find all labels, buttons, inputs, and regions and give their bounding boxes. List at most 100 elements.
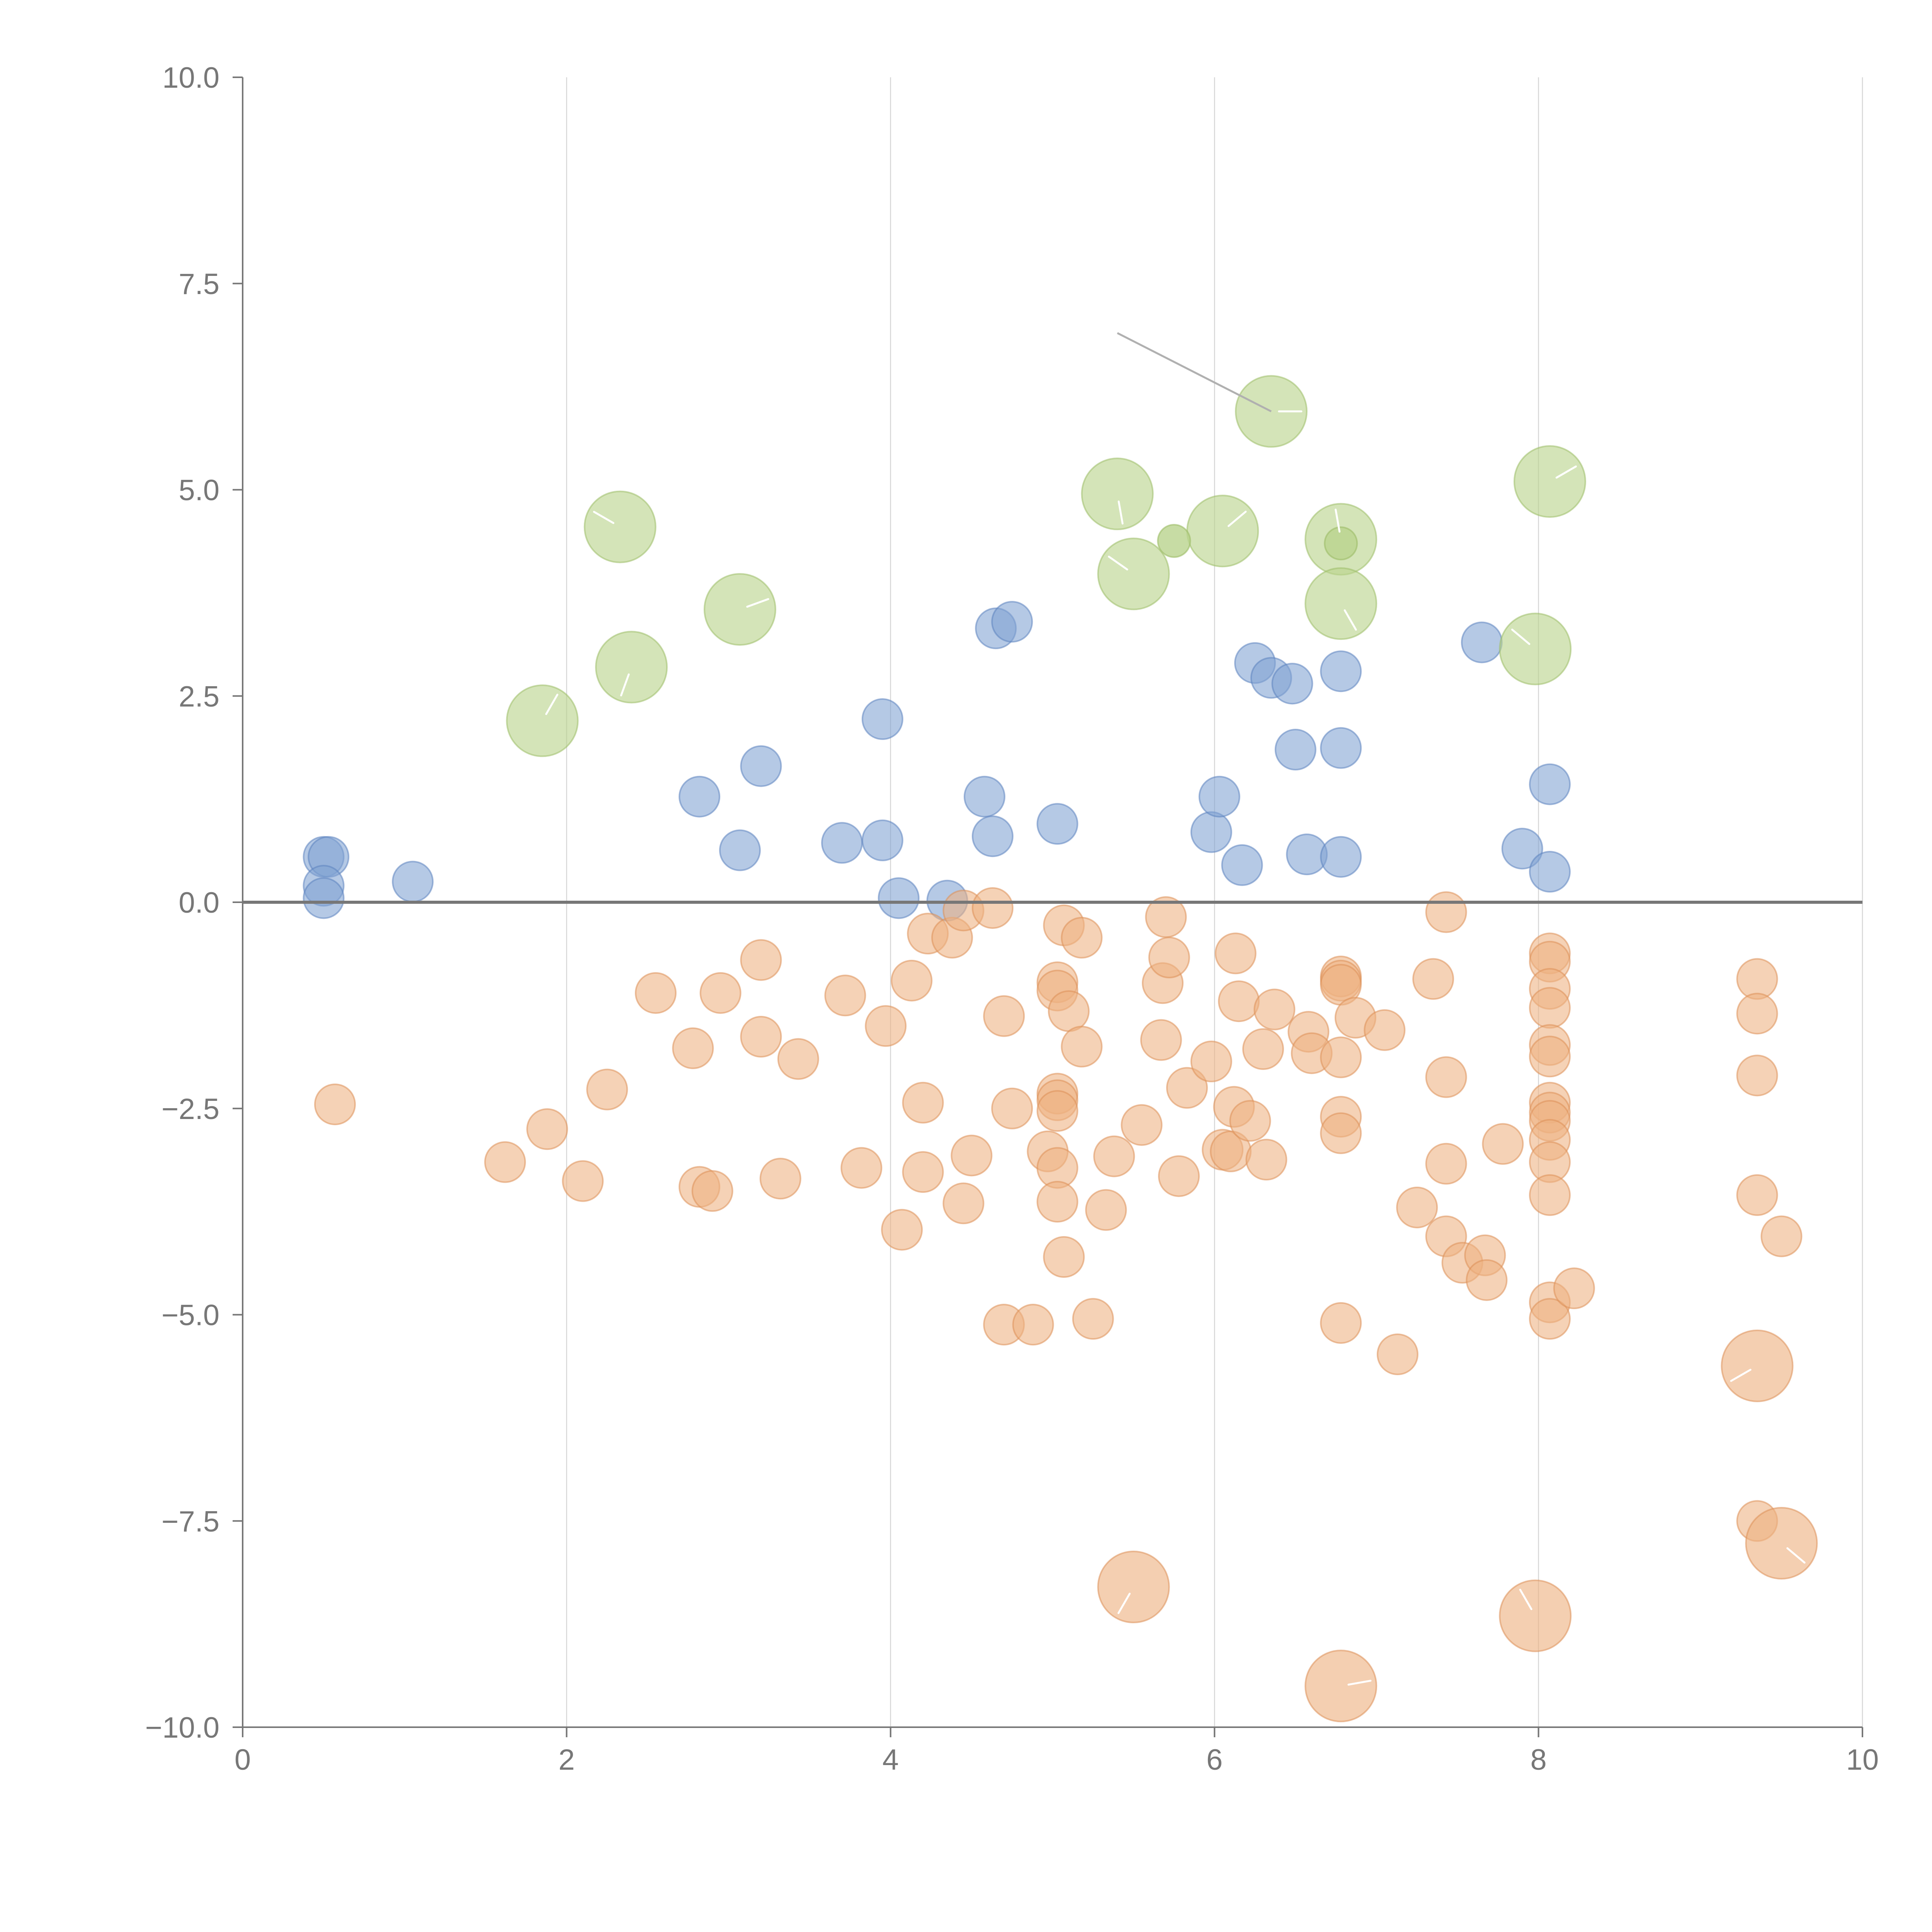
point-highlight-small-1: [1324, 526, 1358, 561]
annotation-line: [1117, 332, 1272, 412]
point-highlight-1: [583, 490, 656, 563]
leader-highlight-9: [1344, 609, 1357, 631]
point-highlight-0: [506, 684, 579, 757]
x-tick-label-4: 8: [1530, 1743, 1546, 1776]
y-tick-label-5: −2.5: [162, 1093, 219, 1126]
x-tick-label-2: 4: [883, 1743, 899, 1776]
point-positive-9: [861, 819, 903, 861]
point-negative-51: [1148, 937, 1190, 979]
point-negative-58: [1214, 932, 1257, 975]
point-positive-29: [1461, 621, 1503, 663]
point-negative-84: [1466, 1259, 1508, 1301]
point-negative-extreme-1: [1304, 1650, 1378, 1723]
leader-highlight-0: [545, 694, 559, 715]
point-negative-42: [1061, 917, 1103, 959]
point-negative-106: [1760, 1215, 1803, 1257]
leader-negative-extreme-4: [1786, 1547, 1806, 1564]
leader-negative-extreme-1: [1347, 1680, 1372, 1686]
point-positive-28: [1320, 836, 1362, 878]
point-negative-15: [840, 1147, 883, 1189]
point-negative-61: [1242, 1028, 1284, 1070]
point-highlight-4: [1081, 457, 1154, 531]
point-negative-extreme-0: [1097, 1551, 1170, 1624]
point-negative-47: [1121, 1104, 1163, 1146]
point-positive-32: [1529, 851, 1571, 893]
point-positive-27: [1320, 727, 1362, 769]
point-highlight-small-0: [1157, 524, 1191, 558]
point-negative-0: [314, 1083, 356, 1126]
y-tick-label-4: 0.0: [179, 886, 219, 919]
point-negative-16: [865, 1005, 907, 1047]
leader-highlight-6: [1227, 510, 1247, 527]
leader-negative-extreme-0: [1117, 1592, 1131, 1614]
y-tick-label-6: −5.0: [162, 1299, 219, 1332]
y-tick-label-8: −10.0: [145, 1711, 219, 1744]
point-negative-76: [1396, 1186, 1438, 1228]
point-negative-36: [1036, 1090, 1078, 1132]
leader-negative-extreme-3: [1730, 1369, 1752, 1382]
point-negative-38: [1036, 1181, 1078, 1223]
point-negative-97: [1529, 1174, 1571, 1216]
point-positive-8: [821, 822, 863, 864]
leader-highlight-1: [593, 511, 614, 524]
point-positive-6: [740, 745, 782, 787]
point-negative-74: [1364, 1009, 1406, 1051]
point-negative-extreme-3: [1721, 1329, 1794, 1402]
point-highlight-5: [1097, 537, 1170, 611]
point-positive-31: [1529, 763, 1571, 805]
data-points: [303, 375, 1818, 1723]
point-negative-104: [1736, 1174, 1778, 1216]
point-positive-19: [1198, 776, 1240, 818]
point-negative-20: [902, 1082, 944, 1124]
point-highlight-10: [1499, 612, 1572, 685]
point-negative-72: [1320, 1302, 1362, 1344]
point-positive-7: [719, 829, 761, 871]
point-negative-44: [1072, 1298, 1114, 1340]
point-positive-24: [1274, 729, 1316, 771]
leader-highlight-3: [746, 598, 769, 608]
point-negative-30: [1012, 1304, 1054, 1346]
point-positive-11: [878, 877, 920, 919]
point-highlight-3: [703, 573, 776, 646]
point-negative-85: [1482, 1123, 1524, 1165]
point-negative-2: [526, 1108, 568, 1150]
point-negative-41: [1048, 990, 1090, 1032]
point-positive-26: [1320, 650, 1362, 692]
point-positive-10: [861, 698, 903, 740]
point-positive-30: [1501, 828, 1543, 870]
leader-highlight-2: [620, 673, 630, 697]
point-negative-13: [777, 1038, 819, 1080]
point-negative-71: [1320, 1112, 1362, 1154]
point-negative-8: [691, 1170, 733, 1212]
x-tick-label-5: 10: [1846, 1743, 1879, 1776]
point-negative-99: [1529, 1298, 1571, 1340]
point-negative-4: [586, 1068, 628, 1111]
point-negative-52: [1158, 1155, 1200, 1197]
point-negative-14: [824, 975, 866, 1017]
point-negative-59: [1218, 980, 1260, 1022]
point-positive-4: [392, 861, 434, 903]
leader-highlight-5: [1108, 556, 1128, 571]
point-negative-9: [699, 972, 742, 1014]
point-positive-5: [679, 776, 721, 818]
y-tick-label-3: 2.5: [179, 680, 219, 713]
point-negative-53: [1166, 1067, 1208, 1109]
y-tick-label-1: 7.5: [179, 268, 219, 301]
point-negative-60: [1229, 1100, 1271, 1142]
point-highlight-9: [1304, 567, 1378, 640]
leader-highlight-8: [1335, 509, 1341, 533]
point-negative-63: [1253, 988, 1296, 1031]
point-negative-19: [902, 1151, 944, 1193]
point-negative-27: [983, 995, 1025, 1037]
point-negative-46: [1093, 1135, 1135, 1177]
point-negative-43: [1061, 1026, 1103, 1068]
leader-highlight-10: [1511, 628, 1531, 645]
x-tick-label-3: 6: [1206, 1743, 1223, 1776]
point-negative-18: [891, 959, 933, 1002]
leader-highlight-11: [1555, 465, 1577, 479]
point-positive-16: [991, 601, 1033, 643]
leader-negative-extreme-2: [1519, 1588, 1532, 1610]
point-negative-80: [1425, 1143, 1467, 1185]
point-negative-79: [1425, 1056, 1467, 1098]
